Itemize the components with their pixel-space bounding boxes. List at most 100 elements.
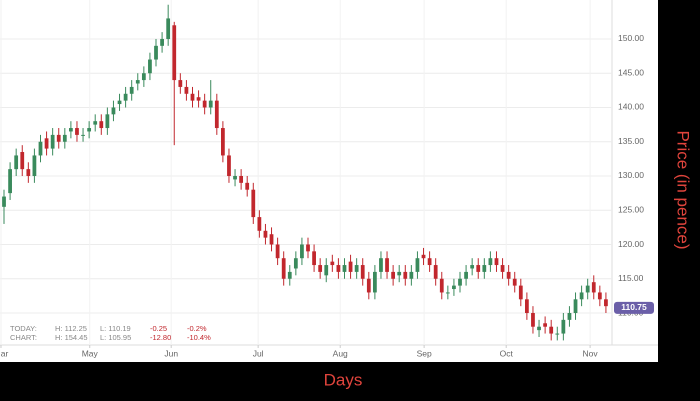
candle-body [354, 265, 359, 272]
candle-body [330, 261, 335, 266]
candle-body [306, 244, 310, 252]
candle-body [81, 134, 85, 136]
y-tick-label: 130.00 [618, 170, 644, 180]
candle-body [148, 59, 152, 74]
candle-body [8, 169, 12, 194]
info-change: -12.80 [150, 333, 171, 342]
candle-body [293, 258, 298, 269]
candle-body [318, 265, 323, 272]
candle-body [75, 128, 79, 135]
info-label: TODAY: [10, 324, 37, 333]
candle-body [257, 217, 262, 231]
candle-body [202, 100, 207, 108]
candle-body [470, 265, 475, 269]
x-tick-label: Mar [0, 348, 8, 358]
candle-body [214, 100, 219, 129]
candle-body [439, 278, 444, 293]
candle-body [99, 121, 104, 129]
candle-body [531, 313, 535, 327]
candle-body [44, 138, 49, 149]
candle-body [336, 265, 341, 272]
candle-body [196, 97, 201, 101]
candle-body [87, 128, 92, 132]
candle-body [506, 271, 511, 279]
candle-body [14, 155, 19, 170]
candle-body [452, 285, 456, 290]
candle-body [403, 271, 408, 279]
y-axis-title: Price (in pence) [674, 130, 693, 249]
candle-body [160, 38, 164, 46]
info-low: L: 110.19 [100, 324, 131, 333]
candle-body [421, 254, 426, 259]
candle-body [427, 258, 432, 266]
info-low: L: 105.95 [100, 333, 131, 342]
y-tick-label: 120.00 [618, 239, 644, 249]
candle-body [488, 258, 493, 266]
candle-body [251, 189, 256, 218]
candle-body [494, 258, 499, 266]
candle-body [154, 45, 158, 60]
candle-body [549, 326, 554, 334]
candle-body [604, 299, 608, 307]
candle-body [26, 169, 31, 176]
info-box: TODAY: H: 112.25 L: 110.19 -0.25 -0.2% C… [10, 324, 211, 342]
candle-body [464, 271, 468, 279]
y-tick-label: 140.00 [618, 102, 644, 112]
candle-body [69, 128, 73, 132]
candle-body [190, 93, 195, 101]
candle-body [263, 230, 268, 238]
candle-body [178, 80, 183, 87]
x-tick-label: May [82, 348, 99, 358]
grid [0, 0, 612, 345]
candle-body [56, 134, 61, 142]
x-tick-label: Jul [253, 348, 264, 358]
y-tick-label: 145.00 [618, 67, 644, 77]
candle-body [561, 319, 566, 334]
candle-body [184, 86, 189, 94]
candle-body [512, 278, 517, 286]
candle-body [573, 299, 578, 314]
x-tick-label: Sep [417, 348, 432, 358]
info-label: CHART: [10, 333, 37, 342]
candle-body [433, 265, 438, 279]
candle-body [227, 155, 231, 176]
candle-body [312, 251, 316, 266]
candle-body [500, 265, 505, 272]
candle-body [597, 292, 602, 300]
candle-body [585, 285, 590, 293]
candle-body [591, 282, 596, 293]
candle-body [62, 134, 67, 142]
candle-body [360, 265, 365, 279]
candle-body [385, 258, 389, 272]
candle-body [117, 100, 122, 105]
candle-body [105, 114, 110, 129]
candle-body [123, 93, 128, 101]
candle-body [458, 278, 462, 286]
last-price-label: 110.75 [621, 302, 647, 312]
candle-body [324, 265, 329, 276]
candle-body [415, 258, 420, 272]
candle-body [537, 326, 541, 331]
candle-body [166, 18, 171, 39]
x-tick-label: Aug [333, 348, 348, 358]
candle-body [245, 182, 250, 190]
candle-body [20, 152, 25, 170]
candle-body [135, 80, 140, 84]
candle-body [391, 271, 396, 279]
x-tick-label: Jun [164, 348, 178, 358]
info-high: H: 154.45 [55, 333, 88, 342]
x-tick-label: Oct [500, 348, 514, 358]
info-high: H: 112.25 [55, 324, 87, 333]
candle-body [269, 234, 274, 245]
candle-body [32, 155, 37, 176]
candle-body [379, 258, 383, 272]
candle-body [373, 271, 377, 293]
candle-body [111, 107, 116, 115]
candle-body [300, 244, 304, 259]
x-axis-title: Days [324, 370, 363, 389]
y-tick-label: 125.00 [618, 204, 644, 214]
candle-body [275, 244, 280, 259]
last-price-badge [614, 301, 654, 314]
x-tick-label: Nov [583, 348, 599, 358]
